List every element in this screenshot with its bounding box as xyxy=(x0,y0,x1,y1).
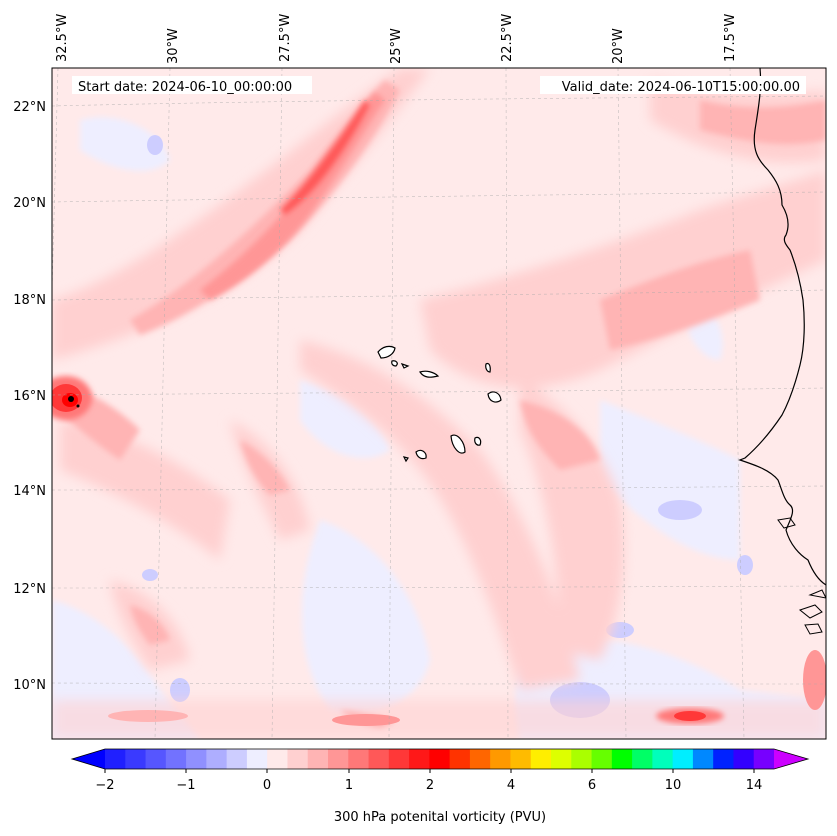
colorbar-segment xyxy=(632,749,653,769)
lon-label: 30°W xyxy=(166,28,181,64)
start-date-box xyxy=(72,76,312,94)
colorbar: −2 −1 0 1 2 4 6 10 14 300 hPa potenital … xyxy=(70,748,810,825)
coastline xyxy=(738,68,826,586)
lat-label: 20°N xyxy=(13,196,46,211)
lat-label: 14°N xyxy=(13,484,46,499)
colorbar-title: 300 hPa potenital vorticity (PVU) xyxy=(334,810,546,825)
cape-verde-islands xyxy=(377,345,502,463)
lat-label: 22°N xyxy=(13,100,46,115)
gridlines xyxy=(52,68,826,739)
colorbar-segment xyxy=(449,749,471,769)
lon-label: 22.5°W xyxy=(500,14,515,62)
colorbar-segment xyxy=(165,749,187,769)
colorbar-segment xyxy=(226,749,248,769)
valid-date-box xyxy=(540,76,806,94)
lon-label: 17.5°W xyxy=(723,14,738,62)
colorbar-segment xyxy=(125,749,147,769)
colorbar-segment xyxy=(733,749,755,769)
colorbar-tick-label: 6 xyxy=(588,778,596,793)
lon-label: 25°W xyxy=(389,28,404,64)
lat-label: 10°N xyxy=(13,678,46,693)
colorbar-segment xyxy=(186,749,207,769)
colorbar-segment xyxy=(571,749,593,769)
colorbar-segment xyxy=(510,749,532,769)
lat-label: 12°N xyxy=(13,582,46,597)
colorbar-segment xyxy=(409,749,430,769)
start-date-label: Start date: 2024-06-10_00:00:00 xyxy=(78,80,292,95)
pv-hotspot-west xyxy=(52,376,92,420)
lon-axis-labels: 32.5°W 30°W 27.5°W 25°W 22.5°W 20°W 17.5… xyxy=(55,14,738,64)
colorbar-tick-label: −2 xyxy=(95,778,114,793)
colorbar-segment xyxy=(348,749,370,769)
colorbar-max-extend xyxy=(774,749,808,769)
colorbar-segment xyxy=(328,749,349,769)
colorbar-segment xyxy=(145,749,167,769)
colorbar-segment xyxy=(246,749,268,769)
colorbar-min-extend xyxy=(72,749,105,769)
colorbar-segment xyxy=(490,749,511,769)
colorbar-tick-label: −1 xyxy=(176,778,195,793)
colorbar-segment xyxy=(551,749,572,769)
colorbar-segment xyxy=(267,749,288,769)
lat-axis-labels: 22°N 20°N 18°N 16°N 14°N 12°N 10°N xyxy=(13,100,46,693)
colorbar-segment xyxy=(206,749,228,769)
lat-label: 16°N xyxy=(13,389,46,404)
colorbar-segment xyxy=(388,749,410,769)
colorbar-ticks xyxy=(104,769,755,773)
map-background xyxy=(52,68,826,739)
valid-date-label: Valid_date: 2024-06-10T15:00:00.00 xyxy=(562,80,800,95)
colorbar-segment xyxy=(692,749,714,769)
coast-islands xyxy=(777,517,826,635)
map-panel[interactable] xyxy=(40,68,827,739)
colorbar-tick-label: 2 xyxy=(426,778,434,793)
colorbar-segment xyxy=(105,749,126,769)
colorbar-segment xyxy=(307,749,329,769)
colorbar-segment xyxy=(652,749,674,769)
colorbar-segment xyxy=(530,749,552,769)
lon-label: 32.5°W xyxy=(55,14,70,62)
colorbar-tick-label: 14 xyxy=(746,778,763,793)
colorbar-segment xyxy=(469,749,491,769)
colorbar-tick-label: 1 xyxy=(345,778,353,793)
colorbar-tick-label: 4 xyxy=(507,778,515,793)
pv-hotspot-south xyxy=(108,650,826,726)
pv-jet-streak xyxy=(200,92,385,300)
colorbar-segment xyxy=(287,749,309,769)
colorbar-segment xyxy=(713,749,734,769)
colorbar-segment xyxy=(429,749,451,769)
lon-label: 20°W xyxy=(611,28,626,64)
colorbar-tick-label: 0 xyxy=(263,778,271,793)
lat-label: 18°N xyxy=(13,293,46,308)
colorbar-segment xyxy=(753,749,775,769)
map-border xyxy=(51,67,827,740)
colorbar-tick-label: 10 xyxy=(665,778,682,793)
colorbar-segments xyxy=(105,749,775,769)
colorbar-segment xyxy=(591,749,613,769)
colorbar-segment xyxy=(368,749,390,769)
lon-label: 27.5°W xyxy=(278,14,293,62)
colorbar-segment xyxy=(611,749,633,769)
colorbar-segment xyxy=(672,749,694,769)
